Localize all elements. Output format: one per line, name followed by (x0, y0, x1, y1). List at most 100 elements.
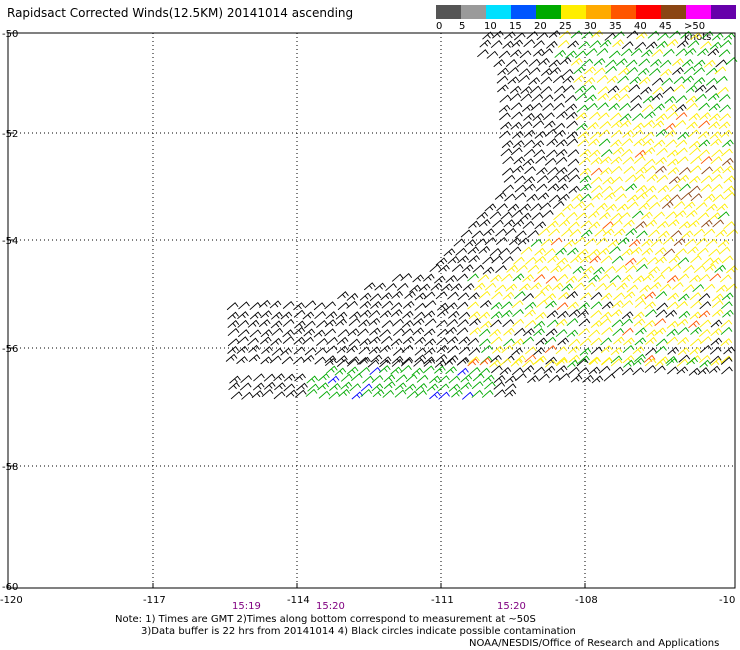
wind-barb (491, 255, 503, 264)
wind-barb (283, 373, 296, 382)
wind-barb (690, 326, 702, 335)
wind-barb (670, 230, 682, 239)
wind-barb (693, 264, 706, 273)
lon-label: -111 (431, 595, 454, 606)
wind-barb (438, 391, 450, 400)
wind-barb (608, 50, 621, 59)
wind-barb (360, 389, 373, 398)
wind-barb (656, 40, 668, 49)
wind-barb (553, 122, 566, 131)
wind-barb (336, 355, 348, 364)
wind-barb (252, 382, 265, 391)
wind-barb (601, 357, 613, 366)
wind-barb (676, 301, 688, 310)
wind-barb (346, 300, 358, 309)
wind-barb (528, 77, 541, 86)
legend-swatch (511, 5, 536, 19)
wind-barb (424, 300, 437, 309)
wind-barb (542, 102, 554, 111)
wind-barb (536, 32, 549, 41)
wind-barb (502, 156, 514, 165)
wind-barb (701, 166, 713, 175)
wind-barb (467, 337, 480, 346)
wind-barb (493, 381, 506, 390)
wind-barb (669, 183, 682, 192)
wind-barb (409, 284, 421, 293)
wind-barb (674, 210, 687, 219)
wind-barb (654, 318, 667, 327)
wind-barb (472, 373, 485, 382)
wind-barb (369, 293, 382, 302)
wind-barb (558, 193, 570, 202)
wind-barb (611, 176, 623, 185)
wind-barb (610, 355, 623, 364)
wind-barb (581, 31, 594, 40)
wind-barb (646, 173, 659, 182)
wind-barb (349, 311, 361, 320)
wind-barb (587, 122, 599, 131)
wind-barb (269, 300, 282, 309)
wind-barb (501, 273, 513, 282)
wind-barb (522, 220, 535, 229)
legend-tick: 35 (609, 21, 622, 32)
wind-barb (703, 283, 716, 292)
wind-barb (641, 104, 654, 113)
wind-barb (698, 293, 711, 302)
wind-barb (261, 389, 274, 398)
wind-barb (499, 358, 512, 367)
wind-barb (662, 236, 675, 245)
wind-barb (546, 310, 559, 319)
wind-barb (599, 317, 612, 326)
wind-barb (698, 102, 710, 111)
wind-barb (641, 238, 653, 247)
wind-barb (490, 319, 502, 328)
wind-barb (689, 355, 702, 364)
wind-barb (571, 193, 584, 202)
wind-barb (539, 202, 552, 211)
wind-barb (225, 353, 238, 362)
wind-barb (401, 356, 414, 365)
wind-barb (676, 156, 689, 165)
wind-barb (637, 67, 650, 76)
wind-barb (595, 282, 607, 291)
wind-barb (544, 293, 557, 302)
wind-barb (549, 66, 562, 75)
wind-barb (565, 50, 577, 59)
wind-barb (651, 77, 664, 86)
wind-barb (380, 292, 393, 301)
wind-barb (504, 389, 517, 398)
legend-tick: 5 (459, 21, 466, 32)
wind-barb (612, 328, 625, 337)
wind-barb (480, 320, 492, 329)
wind-barb (383, 374, 396, 383)
wind-barb (641, 49, 653, 58)
wind-barb (534, 130, 547, 139)
wind-barb (634, 41, 647, 50)
wind-barb (709, 131, 722, 140)
wind-barb (237, 319, 250, 328)
wind-barb (657, 185, 670, 194)
wind-barb (489, 359, 501, 368)
wind-barb (676, 366, 689, 375)
wind-barb (655, 309, 668, 318)
wind-barb (677, 347, 690, 356)
wind-barb (456, 327, 469, 336)
wind-barb (668, 255, 681, 264)
wind-barb (505, 59, 518, 68)
wind-barb (597, 102, 609, 111)
wind-barb (522, 365, 535, 374)
wind-barb (498, 104, 511, 113)
wind-speed-legend: 0 5 10 15 20 25 30 35 40 45 >50 knots (436, 5, 736, 43)
wind-barb (616, 203, 629, 212)
wind-barb (613, 31, 625, 40)
wind-barb (544, 345, 557, 354)
wind-barb (606, 75, 619, 84)
wind-barb (369, 367, 382, 376)
wind-barb (274, 382, 286, 391)
wind-barb (705, 84, 717, 93)
wind-barb (649, 281, 662, 290)
wind-barb (588, 274, 600, 283)
wind-barb (609, 274, 622, 283)
wind-barb (570, 374, 583, 383)
lat-label: -56 (2, 344, 18, 355)
